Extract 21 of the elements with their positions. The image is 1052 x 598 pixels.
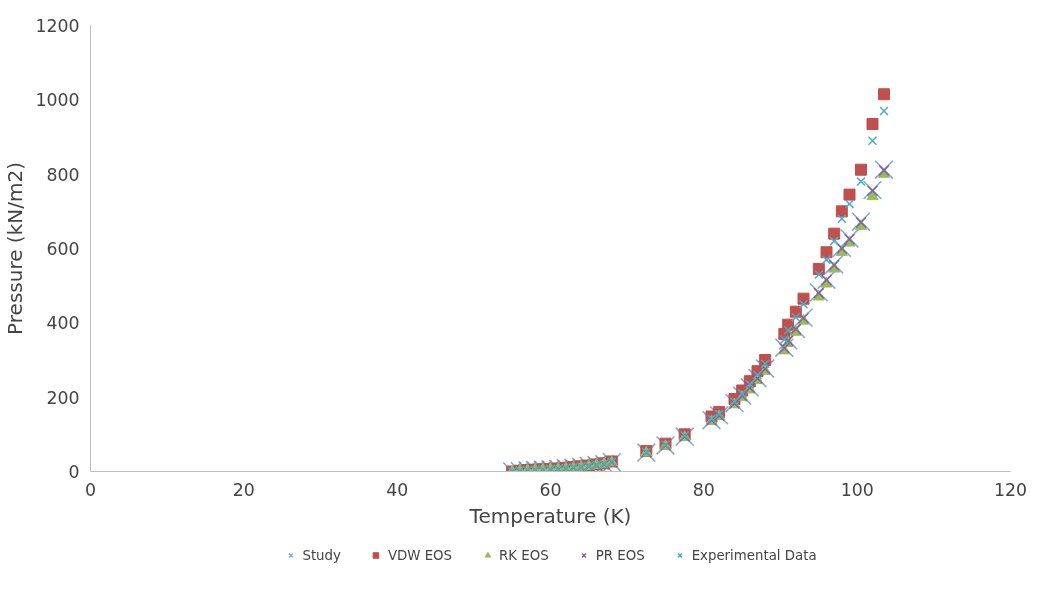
x-tick-label: 20 <box>232 479 255 500</box>
x-tick-label: 0 <box>84 479 97 500</box>
x-tick-label: 80 <box>692 479 715 500</box>
x-tick-label: 120 <box>993 479 1028 500</box>
y-tick-label: 600 <box>46 239 80 259</box>
y-tick-label: 1000 <box>35 90 80 111</box>
legend-label: Experimental Data <box>691 547 817 563</box>
x-tick-label: 100 <box>840 479 874 500</box>
y-tick-label: 0 <box>68 462 80 482</box>
x-tick-label: 60 <box>539 479 562 500</box>
x-axis-title: Temperature (K) <box>468 503 632 528</box>
legend-label: Study <box>302 547 341 563</box>
y-tick-label: 400 <box>46 313 80 334</box>
legend-label: RK EOS <box>499 547 549 563</box>
y-tick-label: 1200 <box>35 16 80 36</box>
y-axis-title: Pressure (kN/m2) <box>3 162 28 335</box>
y-tick-label: 800 <box>46 164 80 185</box>
legend-label: PR EOS <box>595 547 645 563</box>
legend-label: VDW EOS <box>387 547 453 563</box>
y-tick-label: 200 <box>46 387 80 408</box>
x-tick-label: 40 <box>386 479 409 500</box>
